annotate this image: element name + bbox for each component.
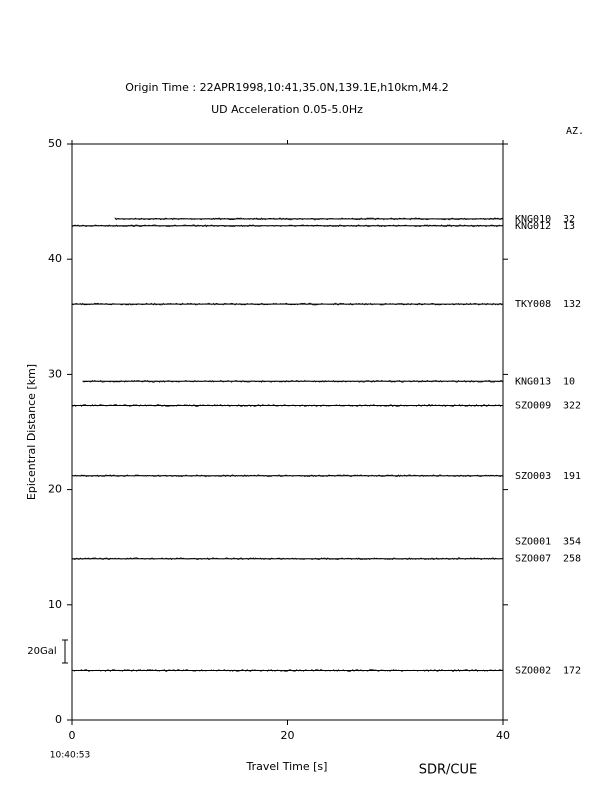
waveform <box>71 668 503 673</box>
station-name: SZO009 <box>515 401 551 412</box>
chart-subtitle: UD Acceleration 0.05-5.0Hz <box>211 103 363 116</box>
y-tick-label: 20 <box>48 483 62 496</box>
azimuth-header: AZ. <box>566 126 584 137</box>
y-tick-label: 0 <box>55 713 62 726</box>
station: KNG010 32 <box>114 214 575 225</box>
x-axis-label: Travel Time [s] <box>246 760 328 773</box>
scale-bar <box>62 639 68 664</box>
y-axis-label: Epicentral Distance [km] <box>25 364 38 500</box>
station-name: KNG013 <box>515 376 551 387</box>
station-azimuth: 191 <box>563 471 581 482</box>
waveform <box>114 216 503 221</box>
station-name: SZO002 <box>515 665 551 676</box>
station: SZO007 258 <box>71 554 581 565</box>
y-tick-label: 10 <box>48 598 62 611</box>
station-name: SZO001 <box>515 536 551 547</box>
y-tick-label: 40 <box>48 252 62 265</box>
station: SZO002 172 <box>71 665 581 676</box>
station-name: KNG012 <box>515 221 551 232</box>
waveform <box>71 403 503 407</box>
station: TKY008 132 <box>71 299 581 310</box>
start-time: 10:40:53 <box>50 751 90 761</box>
waveform <box>71 474 504 478</box>
scale-label: 20Gal <box>27 646 56 657</box>
station-azimuth: 258 <box>563 554 581 565</box>
station-azimuth: 13 <box>563 221 575 232</box>
station-name: KNG010 <box>515 214 551 225</box>
chart-title: Origin Time : 22APR1998,10:41,35.0N,139.… <box>125 81 449 94</box>
station-name: SZO007 <box>515 554 551 565</box>
station-azimuth: 32 <box>563 214 575 225</box>
station-name: SZO003 <box>515 471 551 482</box>
station-azimuth: 132 <box>563 299 581 310</box>
station: KNG013 10 <box>82 376 575 387</box>
station: SZO003 191 <box>71 471 581 482</box>
station-azimuth: 354 <box>563 536 581 547</box>
x-tick-label: 20 <box>281 729 295 742</box>
waveform <box>71 224 503 228</box>
credit: SDR/CUE <box>419 763 477 778</box>
waveform <box>71 302 503 306</box>
waveform <box>71 557 503 561</box>
y-tick-label: 30 <box>48 367 62 380</box>
station: SZO009 322 <box>71 401 581 412</box>
station-azimuth: 172 <box>563 665 581 676</box>
station-azimuth: 10 <box>563 376 575 387</box>
waveform <box>82 379 504 383</box>
x-tick-label: 40 <box>496 729 510 742</box>
station: KNG012 13 <box>71 221 575 232</box>
x-tick-label: 0 <box>69 729 76 742</box>
y-tick-label: 50 <box>48 137 62 150</box>
station: SZO001 354 <box>515 536 581 547</box>
station-name: TKY008 <box>515 299 551 310</box>
station-azimuth: 322 <box>563 401 581 412</box>
